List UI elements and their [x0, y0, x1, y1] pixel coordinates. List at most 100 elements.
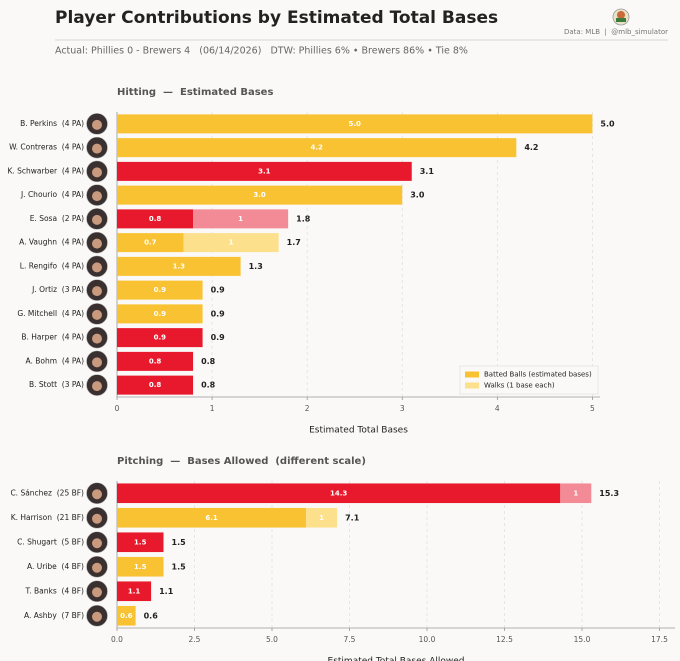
- headshot-face: [92, 538, 102, 549]
- headshot-face: [92, 357, 102, 368]
- total-label: 0.8: [201, 381, 216, 390]
- headshot-face: [92, 119, 102, 130]
- total-label: 0.9: [211, 309, 226, 318]
- headshot: [86, 160, 108, 183]
- headshot: [86, 374, 108, 396]
- segment-label: 0.8: [149, 381, 162, 389]
- segment-label: 0.8: [149, 215, 162, 223]
- headshot: [86, 326, 108, 349]
- segment-label: 3.0: [253, 191, 266, 199]
- y-tick-label: J. Ortiz (3 PA): [31, 285, 84, 294]
- x-axis-label: Estimated Total Bases: [309, 426, 408, 436]
- segment-label: 0.8: [149, 357, 162, 365]
- headshot: [86, 303, 108, 325]
- bar-segment: [117, 233, 184, 253]
- axes-title: Pitching — Bases Allowed (different scal…: [117, 456, 366, 467]
- segment-label: 1.5: [134, 538, 147, 546]
- x-tick-label: 0.0: [111, 635, 123, 644]
- y-tick-label: B. Stott (3 PA): [29, 380, 84, 389]
- headshot-face: [92, 143, 102, 154]
- headshot-face: [92, 167, 102, 178]
- credit: Data: MLB | @mlb_simulator: [564, 28, 668, 36]
- bar-segment: [193, 209, 289, 229]
- total-label: 0.9: [211, 286, 226, 295]
- x-tick-label: 4: [495, 404, 500, 413]
- bar-segment: [117, 161, 412, 181]
- y-tick-label: C. Sánchez (25 BF): [10, 488, 84, 497]
- headshot-face: [92, 381, 102, 392]
- segment-label: 1: [229, 239, 234, 247]
- total-label: 1.8: [296, 214, 311, 223]
- segment-label: 5.0: [348, 120, 361, 128]
- legend-swatch: [465, 371, 479, 378]
- total-label: 15.3: [599, 489, 619, 498]
- headshot: [86, 531, 108, 554]
- bar-segment: [560, 483, 592, 504]
- segment-label: 0.9: [154, 286, 167, 294]
- bar-segment: [117, 256, 241, 276]
- segment-label: 4.2: [310, 144, 323, 152]
- y-tick-label: W. Contreras (4 PA): [9, 143, 84, 152]
- segment-label: 1: [238, 215, 243, 223]
- bar-segment: [117, 581, 152, 602]
- y-tick-label: K. Schwarber (4 PA): [7, 166, 84, 175]
- bar-segment: [117, 532, 164, 553]
- headshot-face: [92, 587, 102, 598]
- segment-label: 0.6: [120, 612, 133, 620]
- total-label: 1.7: [287, 238, 301, 247]
- headshot-face: [92, 286, 102, 297]
- bar-segment: [117, 605, 136, 626]
- y-tick-label: A. Uribe (4 BF): [27, 562, 84, 571]
- total-label: 1.3: [249, 262, 263, 271]
- subtitle: Actual: Phillies 0 - Brewers 4 (06/14/20…: [55, 46, 468, 57]
- headshot: [86, 482, 108, 505]
- y-tick-label: A. Vaughn (4 PA): [19, 238, 84, 247]
- total-label: 3.1: [420, 167, 435, 176]
- headshot: [86, 580, 108, 603]
- bar-segment: [117, 304, 203, 324]
- total-label: 0.6: [144, 611, 159, 620]
- axes-title: Hitting — Estimated Bases: [117, 87, 273, 98]
- x-tick-label: 2.5: [189, 635, 201, 644]
- legend-label: Batted Balls (estimated bases): [484, 371, 592, 379]
- x-tick-label: 12.5: [496, 635, 513, 644]
- headshot-face: [92, 191, 102, 202]
- y-tick-label: T. Banks (4 BF): [25, 586, 85, 595]
- x-tick-label: 1: [210, 404, 215, 413]
- segment-label: 1: [319, 514, 324, 522]
- bar-segment: [117, 185, 403, 205]
- total-label: 5.0: [600, 119, 615, 128]
- headshot: [86, 350, 108, 373]
- bar-segment: [117, 556, 164, 577]
- logo: [612, 8, 630, 26]
- bar-segment: [117, 507, 307, 528]
- total-label: 0.9: [211, 333, 226, 342]
- segment-label: 14.3: [330, 489, 347, 497]
- y-tick-label: A. Bohm (4 PA): [25, 356, 84, 365]
- segment-label: 0.9: [154, 310, 167, 318]
- headshot: [86, 113, 108, 135]
- bar-segment: [117, 209, 194, 229]
- total-label: 1.1: [159, 587, 174, 596]
- headshot-face: [92, 214, 102, 225]
- headshot: [86, 136, 108, 159]
- x-tick-label: 17.5: [651, 635, 668, 644]
- y-tick-label: J. Chourio (4 PA): [20, 190, 84, 199]
- y-tick-label: C. Shugart (5 BF): [17, 537, 84, 546]
- legend-label: Walks (1 base each): [484, 382, 555, 390]
- x-tick-label: 5: [590, 404, 595, 413]
- headshot: [86, 208, 108, 230]
- segment-label: 1: [573, 489, 578, 497]
- x-axis-label: Estimated Total Bases Allowed: [328, 657, 465, 661]
- segment-label: 3.1: [258, 167, 271, 175]
- headshot: [86, 255, 108, 278]
- y-tick-label: A. Ashby (7 BF): [24, 611, 84, 620]
- y-tick-label: E. Sosa (2 PA): [30, 214, 84, 223]
- x-tick-label: 0: [115, 404, 120, 413]
- bar-segment: [117, 114, 593, 134]
- legend-swatch: [465, 382, 479, 389]
- x-tick-label: 15.0: [574, 635, 591, 644]
- headshot: [86, 604, 108, 627]
- bar-segment: [117, 328, 203, 348]
- bar-segment: [117, 375, 194, 395]
